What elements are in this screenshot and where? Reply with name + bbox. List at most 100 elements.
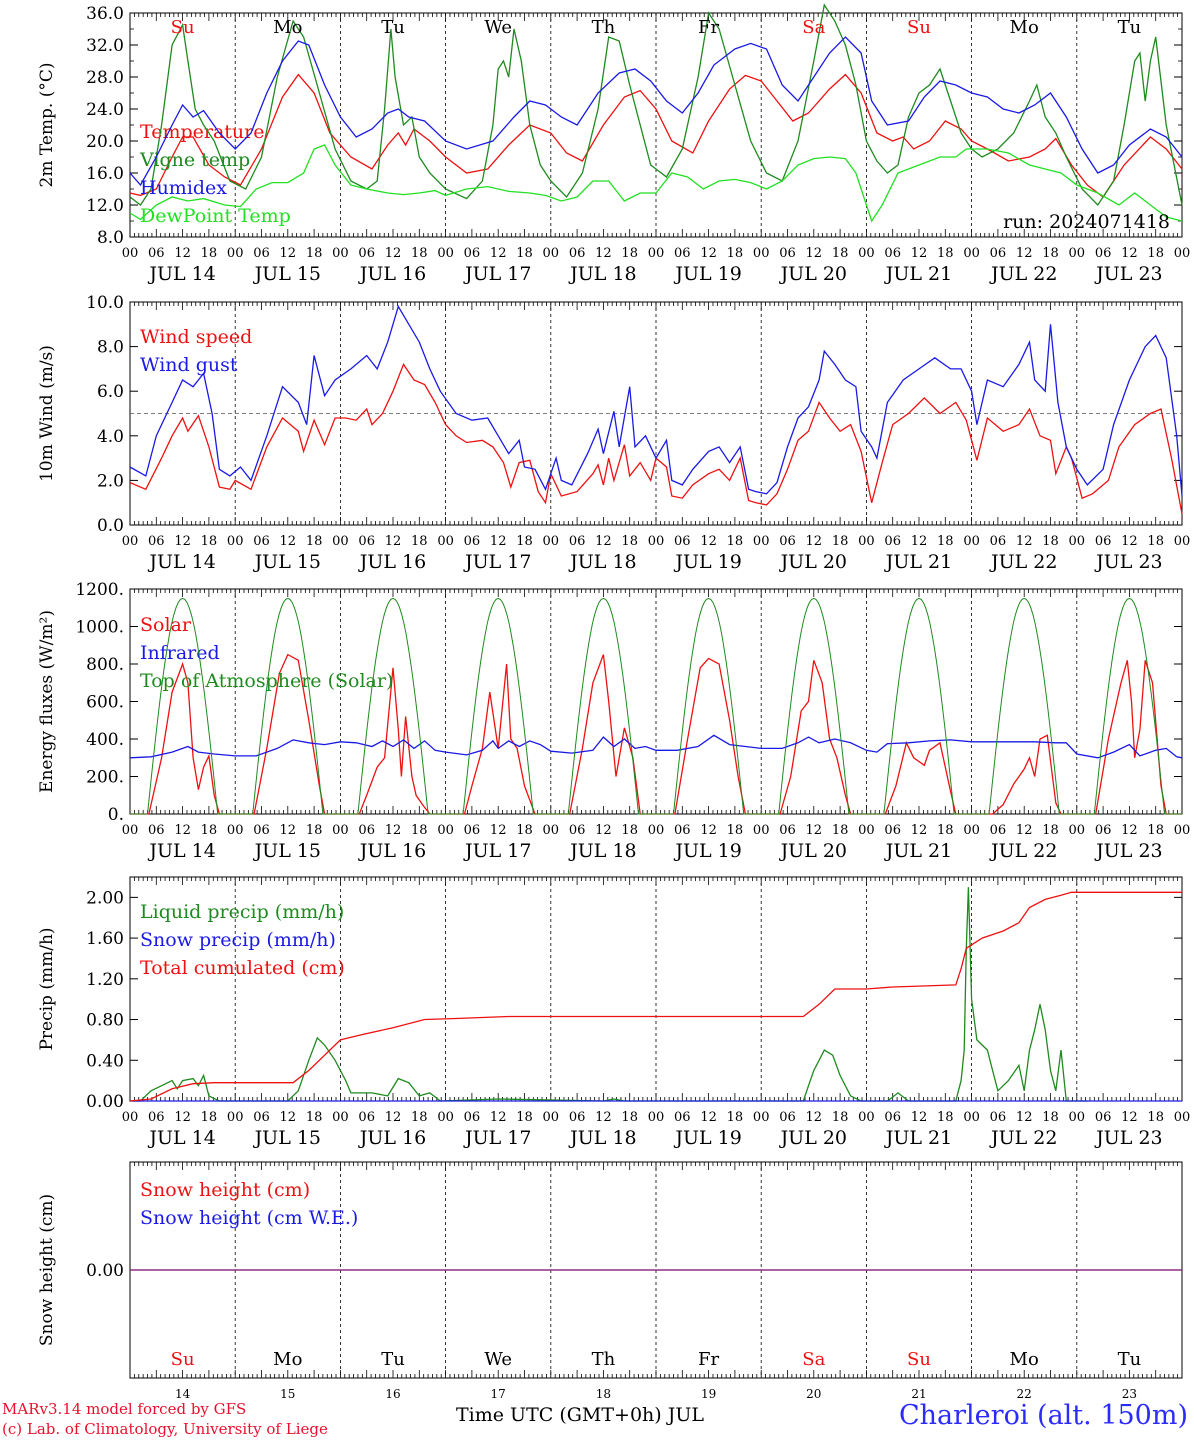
hour-tick-label: 18 bbox=[411, 534, 428, 549]
y-axis-label: Snow height (cm) bbox=[37, 1194, 57, 1346]
hour-tick-label: 00 bbox=[543, 1110, 560, 1125]
hour-tick-label: 06 bbox=[990, 246, 1007, 261]
hour-tick-label: 00 bbox=[648, 823, 665, 838]
day-date-label: JUL 17 bbox=[463, 1127, 531, 1149]
y-tick-label: 36.0 bbox=[86, 4, 124, 24]
hour-tick-label: 12 bbox=[700, 1110, 717, 1125]
hour-tick-label: 00 bbox=[1174, 534, 1191, 549]
day-date-label: JUL 15 bbox=[253, 840, 321, 862]
hour-tick-label: 06 bbox=[779, 534, 796, 549]
day-date-label: JUL 16 bbox=[358, 840, 426, 862]
weekday-label: Su bbox=[907, 17, 931, 38]
series-line-temp-2 bbox=[129, 36, 1183, 187]
day-date-label: JUL 19 bbox=[673, 840, 741, 862]
weekday-label: Tu bbox=[381, 1349, 405, 1370]
hour-tick-label: 00 bbox=[122, 823, 139, 838]
hour-tick-label: 12 bbox=[911, 534, 928, 549]
hour-tick-label: 06 bbox=[464, 534, 481, 549]
hour-tick-label: 12 bbox=[700, 246, 717, 261]
day-date-label: JUL 17 bbox=[463, 263, 531, 285]
hour-tick-label: 18 bbox=[1042, 823, 1059, 838]
hour-tick-label: 00 bbox=[1174, 823, 1191, 838]
hour-tick-label: 06 bbox=[674, 534, 691, 549]
hour-tick-label: 12 bbox=[806, 246, 823, 261]
hour-tick-label: 06 bbox=[358, 534, 375, 549]
series-line-energy-1 bbox=[129, 734, 1183, 759]
weekday-label: Mo bbox=[273, 1349, 302, 1370]
hour-tick-label: 12 bbox=[700, 823, 717, 838]
hour-tick-label: 18 bbox=[937, 246, 954, 261]
day-date-label: JUL 19 bbox=[673, 1127, 741, 1149]
hour-tick-label: 00 bbox=[648, 246, 665, 261]
day-number-label: 20 bbox=[806, 1387, 821, 1401]
hour-tick-label: 12 bbox=[806, 1110, 823, 1125]
day-date-label: JUL 16 bbox=[358, 551, 426, 573]
day-date-label: JUL 20 bbox=[779, 840, 847, 862]
day-date-label: JUL 22 bbox=[989, 1127, 1057, 1149]
hour-tick-label: 18 bbox=[832, 823, 849, 838]
y-tick-label: 16.0 bbox=[86, 164, 124, 184]
series-line-temp-1 bbox=[129, 3, 1183, 207]
day-date-label: JUL 18 bbox=[568, 263, 636, 285]
hour-tick-label: 18 bbox=[727, 246, 744, 261]
hour-tick-label: 00 bbox=[332, 823, 349, 838]
hour-tick-label: 18 bbox=[201, 823, 218, 838]
hour-tick-label: 00 bbox=[858, 823, 875, 838]
y-tick-label: 8.0 bbox=[97, 338, 124, 358]
hour-tick-label: 18 bbox=[516, 823, 533, 838]
day-date-label: JUL 21 bbox=[884, 263, 952, 285]
y-tick-label: 0.40 bbox=[86, 1051, 124, 1071]
hour-tick-label: 18 bbox=[727, 823, 744, 838]
hour-tick-label: 00 bbox=[332, 246, 349, 261]
hour-tick-label: 06 bbox=[779, 823, 796, 838]
hour-tick-label: 06 bbox=[569, 246, 586, 261]
hour-tick-label: 00 bbox=[753, 823, 770, 838]
hour-tick-label: 18 bbox=[516, 1110, 533, 1125]
y-tick-label: 12.0 bbox=[86, 196, 124, 216]
hour-tick-label: 06 bbox=[464, 246, 481, 261]
weekday-label: Mo bbox=[273, 17, 302, 38]
weekday-label: Sa bbox=[802, 1349, 825, 1370]
hour-tick-label: 00 bbox=[963, 534, 980, 549]
day-date-label: JUL 19 bbox=[673, 551, 741, 573]
hour-tick-label: 06 bbox=[884, 246, 901, 261]
hour-tick-label: 18 bbox=[306, 534, 323, 549]
hour-tick-label: 12 bbox=[595, 1110, 612, 1125]
hour-tick-label: 00 bbox=[122, 1110, 139, 1125]
y-tick-label: 0.00 bbox=[86, 1092, 124, 1112]
weekday-label: We bbox=[484, 1349, 512, 1370]
hour-tick-label: 12 bbox=[385, 246, 402, 261]
y-axis-label: 10m Wind (m/s) bbox=[37, 345, 57, 482]
hour-tick-label: 06 bbox=[1095, 1110, 1112, 1125]
day-date-label: JUL 23 bbox=[1094, 551, 1162, 573]
hour-tick-label: 06 bbox=[1095, 246, 1112, 261]
day-date-label: JUL 15 bbox=[253, 551, 321, 573]
hour-tick-label: 12 bbox=[1016, 823, 1033, 838]
legend-entry: Humidex bbox=[140, 177, 227, 199]
hour-tick-label: 00 bbox=[122, 246, 139, 261]
hour-tick-label: 18 bbox=[201, 1110, 218, 1125]
hour-tick-label: 12 bbox=[595, 534, 612, 549]
y-tick-label: 2.00 bbox=[86, 888, 124, 908]
hour-tick-label: 12 bbox=[174, 1110, 191, 1125]
weekday-label: Su bbox=[907, 1349, 931, 1370]
hour-tick-label: 00 bbox=[437, 1110, 454, 1125]
legend-entry: Snow height (cm) bbox=[140, 1179, 310, 1201]
y-axis-label: 2m Temp. (°C) bbox=[37, 62, 57, 187]
hour-tick-label: 06 bbox=[674, 1110, 691, 1125]
hour-tick-label: 12 bbox=[490, 246, 507, 261]
day-date-label: JUL 18 bbox=[568, 1127, 636, 1149]
y-tick-label: 8.0 bbox=[97, 228, 124, 248]
hour-tick-label: 12 bbox=[280, 1110, 297, 1125]
series-line-energy-2 bbox=[130, 597, 1182, 815]
y-tick-label: 2.0 bbox=[97, 471, 124, 491]
day-date-label: JUL 17 bbox=[463, 551, 531, 573]
hour-tick-label: 12 bbox=[911, 823, 928, 838]
day-date-label: JUL 14 bbox=[147, 263, 215, 285]
hour-tick-label: 06 bbox=[148, 823, 165, 838]
day-date-label: JUL 17 bbox=[463, 840, 531, 862]
panel-frame-energy bbox=[129, 588, 1183, 815]
hour-tick-label: 06 bbox=[358, 246, 375, 261]
time-axis-label: Time UTC (GMT+0h) JUL bbox=[456, 1404, 704, 1426]
series-line-wind-0 bbox=[129, 363, 1183, 515]
